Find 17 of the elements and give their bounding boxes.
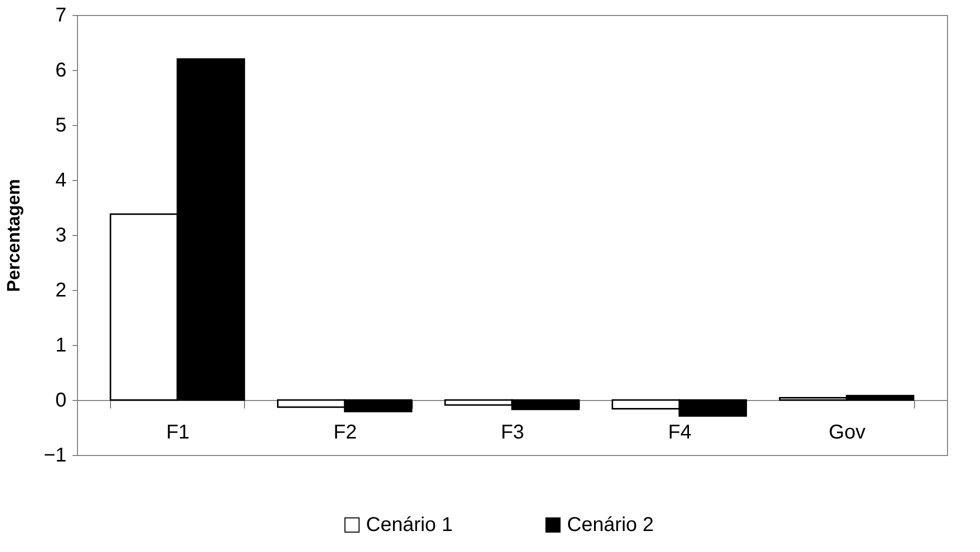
- y-tick-label: 4: [55, 170, 66, 192]
- y-tick-label: 3: [55, 224, 66, 246]
- x-tick-label: F1: [166, 422, 190, 444]
- x-tick-label: F3: [500, 422, 524, 444]
- legend-label: Cenário 2: [567, 514, 654, 536]
- y-tick-label: 2: [55, 280, 66, 302]
- y-tick-label: 6: [55, 60, 66, 82]
- y-tick-label: 0: [55, 390, 66, 412]
- x-tick-label: F2: [334, 422, 357, 444]
- y-tick-label: 7: [55, 4, 66, 26]
- y-tick-label: 5: [55, 114, 66, 136]
- y-tick-label: −1: [44, 444, 66, 466]
- x-tick-label: Gov: [828, 422, 866, 444]
- legend-label: Cenário 1: [366, 514, 453, 536]
- y-tick-label: 1: [55, 334, 66, 356]
- x-tick-label: F4: [668, 422, 692, 444]
- y-axis-title: Percentagem: [4, 178, 24, 292]
